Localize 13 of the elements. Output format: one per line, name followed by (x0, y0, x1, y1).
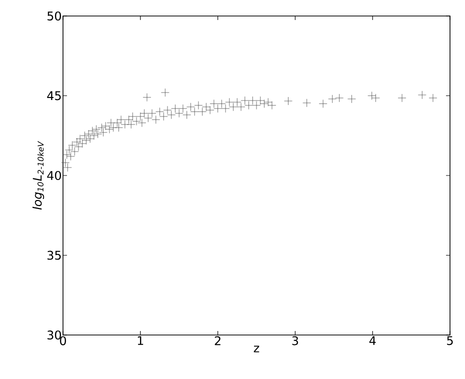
y-tick-label: 45 (47, 91, 61, 100)
x-tick-label: 5 (447, 336, 453, 346)
x-tick-label: 3 (292, 336, 298, 346)
y-tick-label: 40 (47, 170, 62, 180)
x-tick-label: 2 (214, 336, 220, 346)
y-tick-label: 35 (48, 250, 61, 260)
x-tick-label: 1 (138, 336, 144, 345)
y-axis-title: log$_{10}$L$_{2-10keV}$ (32, 140, 44, 210)
x-axis-title: z (254, 346, 260, 352)
y-tick-label: 30 (48, 330, 62, 340)
y-tick-label: 50 (48, 11, 62, 21)
x-tick-label: 4 (369, 336, 376, 345)
x-tick-label: 0 (60, 336, 66, 346)
